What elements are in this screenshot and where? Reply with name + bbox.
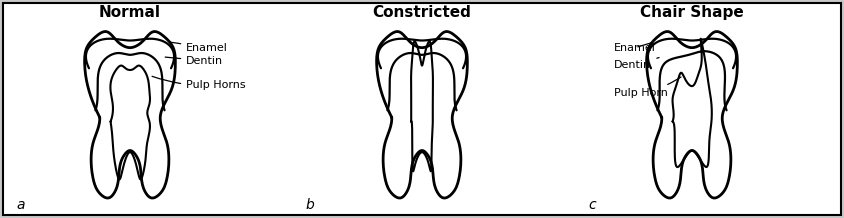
Text: Pulp Horns: Pulp Horns [152, 76, 246, 90]
Text: a: a [16, 198, 24, 212]
Text: Constricted: Constricted [372, 5, 472, 19]
Text: Enamel: Enamel [170, 42, 228, 53]
Text: Chair Shape: Chair Shape [640, 5, 744, 19]
Text: Dentin: Dentin [614, 58, 659, 70]
Text: Enamel: Enamel [614, 43, 656, 53]
Text: c: c [588, 198, 596, 212]
Text: Pulp Horn: Pulp Horn [614, 77, 681, 98]
Text: b: b [305, 198, 314, 212]
Text: Dentin: Dentin [165, 56, 224, 66]
Text: Normal: Normal [99, 5, 161, 19]
